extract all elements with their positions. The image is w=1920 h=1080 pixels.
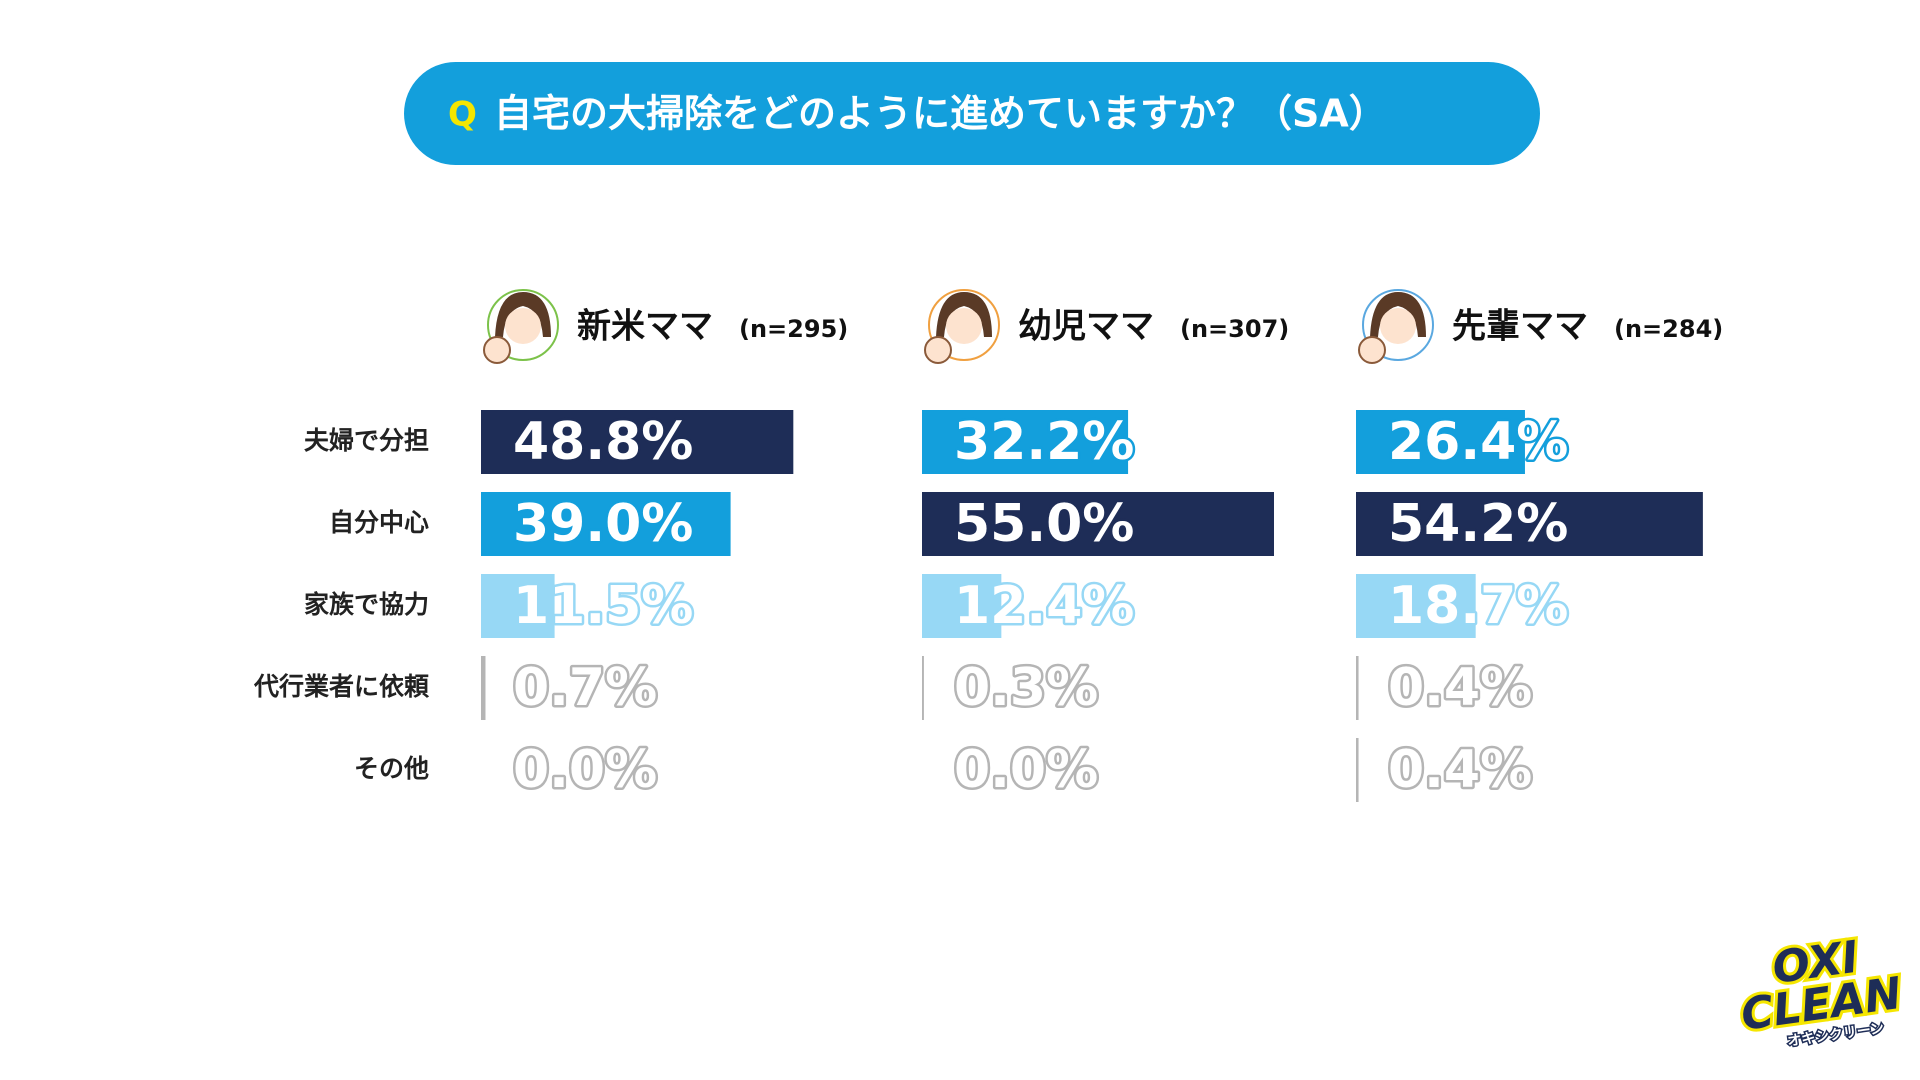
value-label: 54.2% [1388,494,1568,554]
value-label: 18.7% [1388,576,1568,636]
avatar-icon [1358,289,1434,364]
avatar-hair [495,292,551,337]
category-label: その他 [354,754,429,783]
value-label: 0.3% [954,658,1098,718]
series-name: 新米ママ [577,307,713,347]
logo: OXI CLEAN オキシクリーン [1735,929,1908,1052]
bar [481,410,794,474]
category-label: 自分中心 [329,508,429,537]
avatar-hair [1370,292,1426,337]
bar [481,492,731,556]
bar [1356,410,1525,474]
value-label: 39.0% [513,494,693,554]
bar [1356,492,1703,556]
value-label: 0.7% [513,658,657,718]
value-label: 32.2% [954,412,1134,472]
bar [922,574,1002,638]
logo-top: OXI [1769,932,1861,994]
title-pill [404,62,1540,165]
child-face [1358,336,1386,364]
chart-title: 自宅の大掃除をどのように進めていますか？（SA） [494,92,1387,136]
value-label: 0.0% [513,740,657,800]
value-label: 0.4% [1388,740,1532,800]
value-label: 55.0% [954,494,1134,554]
avatar-hair [936,292,992,337]
value-label: 0.4% [1388,658,1532,718]
value-label: 12.4% [954,576,1134,636]
category-label: 代行業者に依頼 [253,672,430,701]
child-face [483,336,511,364]
child-face [924,336,952,364]
series-name: 先輩ママ [1452,307,1588,347]
series-name: 幼児ママ [1018,307,1154,347]
bar [1356,656,1359,720]
value-label: 0.0% [954,740,1098,800]
bar [1356,574,1476,638]
value-label: 11.5% [513,576,693,636]
bar [922,656,924,720]
series-n: (n=295) [739,315,848,343]
category-label: 夫婦で分担 [304,426,429,455]
bar [1356,738,1359,802]
title-q: Q [448,95,477,135]
category-label: 家族で協力 [304,590,429,619]
avatar-icon [483,289,559,364]
avatar-icon [924,289,1000,364]
value-label: 48.8% [513,412,693,472]
bar [481,574,555,638]
bar [481,656,486,720]
bar [922,492,1274,556]
avatar-face [946,308,982,344]
bar [922,410,1129,474]
series-n: (n=307) [1180,315,1289,343]
value-label: 26.4% [1388,412,1568,472]
avatar-face [1380,308,1416,344]
series-n: (n=284) [1614,315,1723,343]
avatar-face [505,308,541,344]
